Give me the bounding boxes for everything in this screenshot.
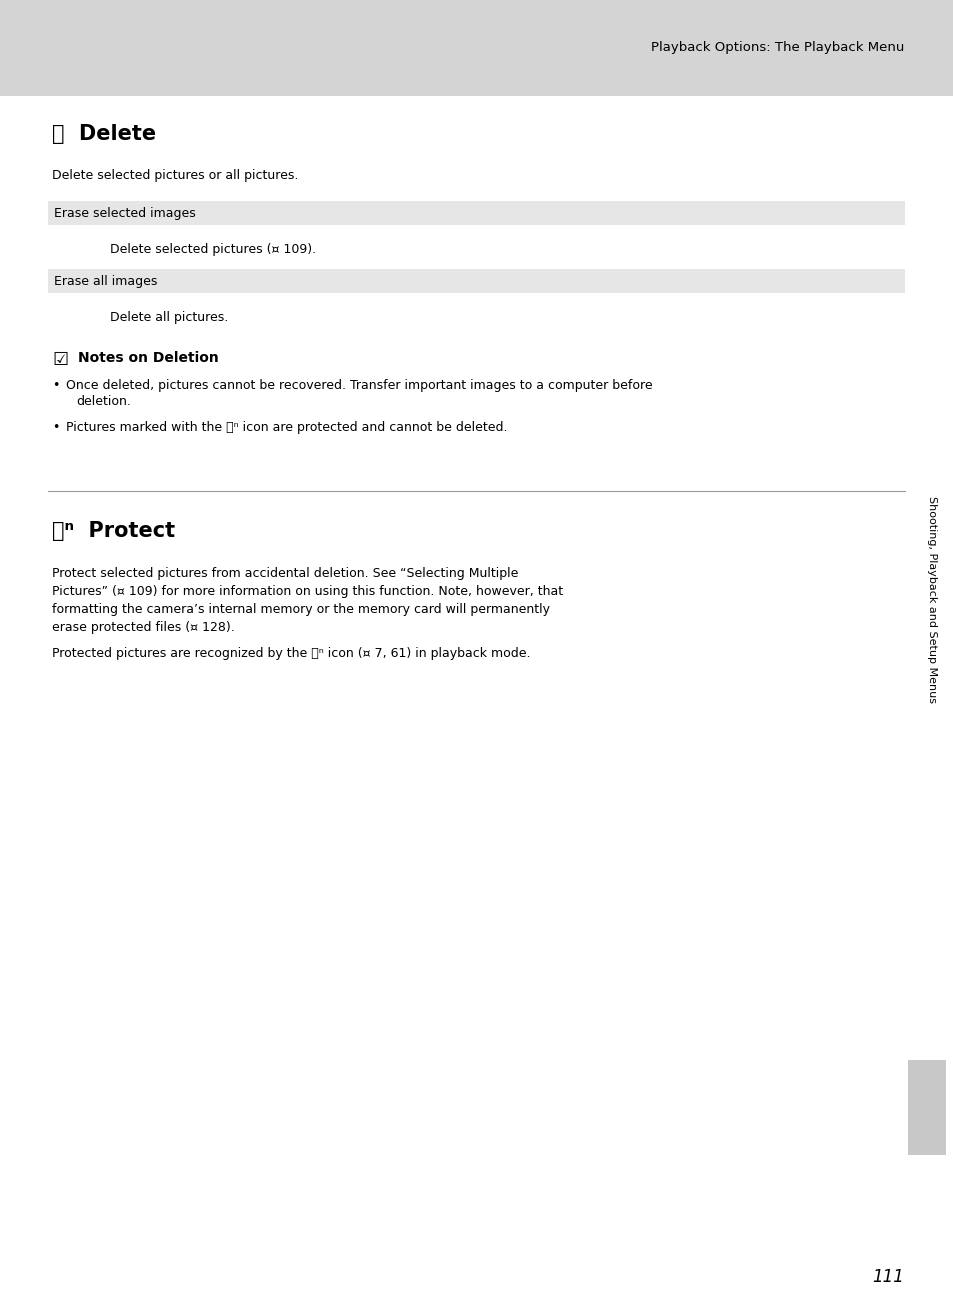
Text: Playback Options: The Playback Menu: Playback Options: The Playback Menu	[650, 42, 903, 54]
Text: Protect selected pictures from accidental deletion. See “Selecting Multiple: Protect selected pictures from accidenta…	[52, 568, 517, 579]
Text: Notes on Deletion: Notes on Deletion	[78, 351, 218, 365]
Text: Pictures” (¤ 109) for more information on using this function. Note, however, th: Pictures” (¤ 109) for more information o…	[52, 585, 562, 598]
Text: 🗑  Delete: 🗑 Delete	[52, 124, 156, 145]
Bar	[48, 201, 904, 225]
Text: Erase selected images: Erase selected images	[54, 206, 195, 219]
Text: •: •	[52, 420, 59, 434]
Bar	[907, 1060, 945, 1155]
Text: erase protected files (¤ 128).: erase protected files (¤ 128).	[52, 622, 234, 633]
Text: deletion.: deletion.	[76, 396, 131, 409]
Text: 111: 111	[871, 1268, 903, 1286]
Bar	[0, 0, 953, 96]
Text: Once deleted, pictures cannot be recovered. Transfer important images to a compu: Once deleted, pictures cannot be recover…	[66, 378, 652, 392]
Text: ☑: ☑	[52, 351, 68, 369]
Text: Delete selected pictures (¤ 109).: Delete selected pictures (¤ 109).	[110, 243, 315, 256]
Text: Protected pictures are recognized by the Ⓞⁿ icon (¤ 7, 61) in playback mode.: Protected pictures are recognized by the…	[52, 646, 530, 660]
Text: Erase all images: Erase all images	[54, 275, 157, 288]
Text: Pictures marked with the Ⓞⁿ icon are protected and cannot be deleted.: Pictures marked with the Ⓞⁿ icon are pro…	[66, 420, 507, 434]
Text: Delete all pictures.: Delete all pictures.	[110, 311, 228, 325]
Text: Ⓞⁿ  Protect: Ⓞⁿ Protect	[52, 520, 175, 541]
Text: Delete selected pictures or all pictures.: Delete selected pictures or all pictures…	[52, 170, 298, 183]
Text: Shooting, Playback and Setup Menus: Shooting, Playback and Setup Menus	[926, 497, 936, 703]
Text: •: •	[52, 378, 59, 392]
Text: formatting the camera’s internal memory or the memory card will permanently: formatting the camera’s internal memory …	[52, 603, 550, 616]
Bar	[48, 269, 904, 293]
